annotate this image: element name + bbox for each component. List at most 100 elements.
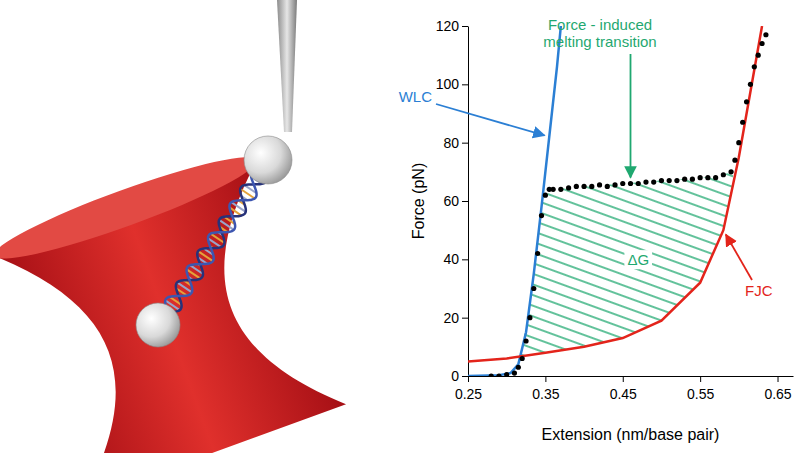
tick-label: 0.25 (455, 386, 482, 402)
data-point (527, 315, 532, 320)
data-point (713, 175, 718, 180)
data-point (539, 213, 544, 218)
hatched-area (521, 169, 734, 356)
data-point (636, 181, 641, 186)
data-point (659, 178, 664, 183)
data-point (574, 184, 579, 189)
tick-label: 0.45 (610, 386, 637, 402)
y-axis-line (468, 27, 469, 377)
data-point (535, 251, 540, 256)
line-fjc (468, 26, 762, 361)
plot-area (468, 26, 769, 376)
data-point (512, 370, 517, 375)
tick: 60 (443, 193, 468, 209)
optical-trap (0, 143, 346, 453)
x-axis-title: Extension (nm/base pair) (542, 426, 720, 443)
tick-mark (462, 84, 468, 85)
data-point (667, 178, 672, 183)
data-point (504, 372, 509, 376)
dna-strand (168, 183, 265, 312)
area-label: ΔG (627, 251, 649, 268)
tick-mark (623, 376, 624, 382)
tick-label: 0.55 (687, 386, 714, 402)
pipette-bead (244, 136, 292, 184)
tick: 120 (436, 18, 468, 34)
annotation-arrow (630, 54, 632, 178)
tick-mark (462, 143, 468, 144)
series-label: WLC (399, 88, 433, 105)
tick-mark (462, 201, 468, 202)
tick-mark (462, 26, 468, 27)
data-point (752, 64, 757, 69)
data-point (732, 158, 737, 163)
label-background (624, 250, 652, 269)
data-point (612, 182, 617, 187)
tick: 0.35 (532, 376, 559, 402)
illustration (0, 0, 346, 453)
data-point (489, 373, 494, 376)
beam-top (0, 143, 263, 273)
annotation-arrow (726, 235, 752, 280)
figure: 0.25 0.35 0.45 0.55 0.65 0 20 40 60 80 100 120 Exten… (0, 0, 809, 453)
data-point (566, 185, 571, 190)
tick: 100 (436, 76, 468, 92)
tick: 20 (443, 310, 468, 326)
annotation: Force - inducedmelting transition (543, 16, 656, 50)
x-axis-line (469, 376, 794, 377)
tick: 0.65 (764, 376, 791, 402)
tick-mark (462, 318, 468, 319)
data-point (748, 82, 753, 87)
x-axis: 0.25 0.35 0.45 0.55 0.65 (455, 376, 794, 402)
tick-mark (778, 376, 779, 382)
data-point (597, 182, 602, 187)
data-point (740, 120, 745, 125)
data-point (523, 338, 528, 343)
data-point (620, 181, 625, 186)
data-point (736, 140, 741, 145)
series-label: FJC (745, 282, 773, 299)
data-point (628, 181, 633, 186)
data-point (551, 187, 556, 192)
tick-label: 0.65 (764, 386, 791, 402)
tick-mark (462, 259, 468, 260)
data-point (682, 177, 687, 182)
trapped-bead (136, 303, 180, 347)
tick-mark (545, 376, 546, 382)
data-point (690, 177, 695, 182)
tick: 0 (451, 368, 468, 384)
dna (165, 173, 265, 312)
tick-label: 0 (451, 368, 459, 384)
data-point (520, 356, 525, 361)
scatter-points (489, 32, 769, 376)
tick-label: 40 (443, 251, 459, 267)
data-point (759, 41, 764, 46)
micropipette (277, 0, 297, 132)
annotations: WLC FJC Force - inducedmelting transition Δ… (399, 16, 773, 299)
data-point (643, 179, 648, 184)
tick: 0.45 (610, 376, 637, 402)
line-wlc (468, 26, 561, 376)
dna-strand (165, 173, 256, 312)
data-point (674, 178, 679, 183)
data-point (698, 175, 703, 180)
tick: 80 (443, 135, 468, 151)
chart: 0.25 0.35 0.45 0.55 0.65 0 20 40 60 80 100 120 Exten… (399, 16, 794, 443)
data-point (558, 187, 563, 192)
tick-label: 0.35 (532, 386, 559, 402)
data-point (516, 365, 521, 370)
tick: 40 (443, 251, 468, 267)
data-point (543, 193, 548, 198)
y-axis-title: Force (pN) (410, 163, 427, 239)
tick-mark (468, 376, 469, 382)
data-point (605, 184, 610, 189)
tick-mark (462, 376, 468, 377)
annotation-arrow (436, 104, 544, 135)
data-point (496, 373, 501, 376)
tick: 0.55 (687, 376, 714, 402)
tick-mark (700, 376, 701, 382)
tick-label: 80 (443, 135, 459, 151)
y-axis: 0 20 40 60 80 100 120 (436, 18, 469, 384)
data-point (531, 286, 536, 291)
data-point (728, 169, 733, 174)
data-point (756, 53, 761, 58)
